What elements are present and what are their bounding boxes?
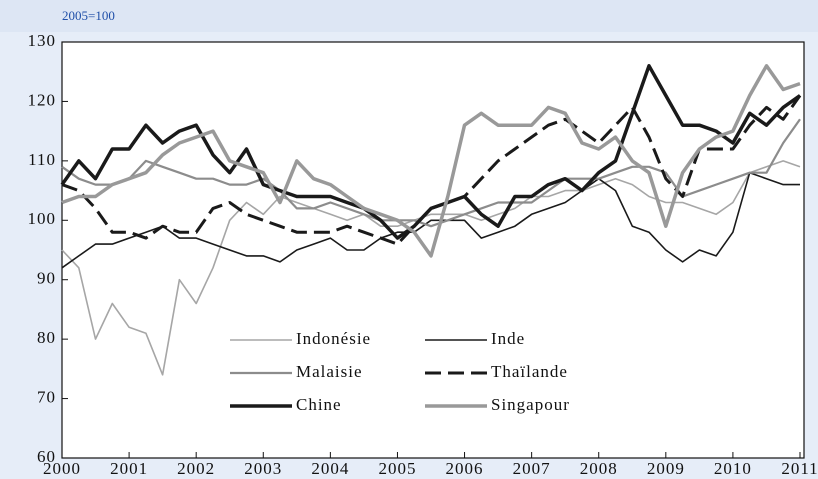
x-tick-label: 2000 bbox=[43, 459, 81, 478]
series-line bbox=[61, 171, 800, 269]
y-tick-label: 130 bbox=[28, 31, 57, 50]
x-tick-label: 2001 bbox=[110, 459, 148, 478]
y-tick-label: 120 bbox=[28, 90, 57, 109]
x-tick-label: 2011 bbox=[781, 459, 818, 478]
legend-label: Malaisie bbox=[296, 362, 363, 381]
x-tick-label: 2005 bbox=[378, 459, 416, 478]
legend-label: Inde bbox=[491, 329, 525, 348]
legend-label: Chine bbox=[296, 395, 342, 414]
x-tick-label: 2006 bbox=[446, 459, 484, 478]
y-tick-label: 70 bbox=[37, 387, 56, 406]
x-tick-label: 2003 bbox=[244, 459, 282, 478]
x-tick-label: 2008 bbox=[580, 459, 618, 478]
x-tick-label: 2007 bbox=[513, 459, 551, 478]
y-tick-label: 100 bbox=[28, 209, 57, 228]
series-line bbox=[61, 160, 801, 376]
x-tick-label: 2010 bbox=[714, 459, 752, 478]
series-line bbox=[61, 64, 801, 258]
header-band bbox=[0, 0, 818, 32]
x-tick-label: 2002 bbox=[177, 459, 215, 478]
legend-label: Singapour bbox=[491, 395, 570, 414]
x-tick-label: 2004 bbox=[311, 459, 349, 478]
chart-subtitle: 2005=100 bbox=[62, 8, 115, 23]
legend-label: Thaïlande bbox=[491, 362, 568, 381]
x-tick-label: 2009 bbox=[647, 459, 685, 478]
y-tick-label: 60 bbox=[37, 447, 56, 466]
legend-label: Indonésie bbox=[296, 329, 371, 348]
series-line bbox=[60, 64, 802, 240]
y-tick-label: 90 bbox=[37, 269, 56, 288]
y-tick-label: 110 bbox=[28, 150, 56, 169]
y-tick-label: 80 bbox=[37, 328, 56, 347]
